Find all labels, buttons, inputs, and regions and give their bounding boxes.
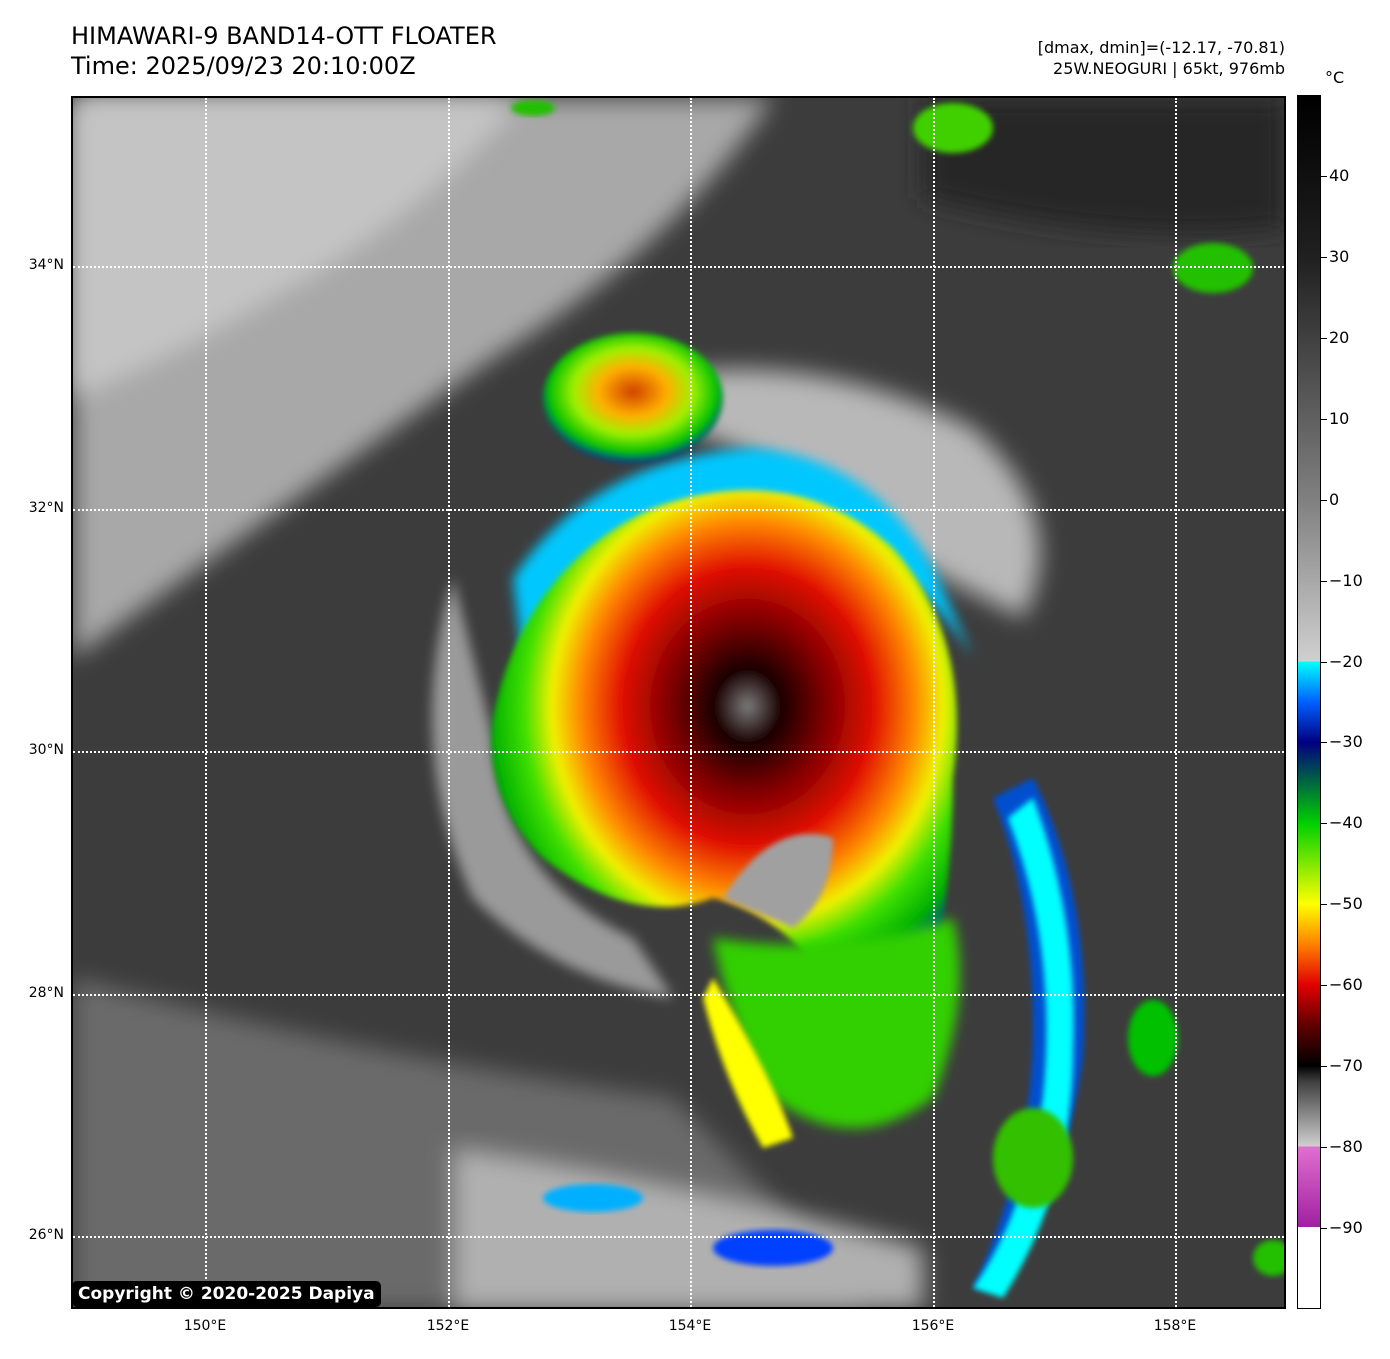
colorbar-tick (1321, 256, 1327, 258)
lon-label-152: 152°E (426, 1318, 470, 1334)
colorbar-tick (1321, 1066, 1327, 1068)
colorbar-tick (1321, 985, 1327, 987)
lon-label-156: 156°E (911, 1318, 955, 1334)
colorbar-tick-label: −50 (1329, 894, 1363, 914)
colorbar-tick (1321, 904, 1327, 906)
colorbar-tick (1321, 337, 1327, 339)
colorbar-tick (1321, 1228, 1327, 1230)
lon-gridline-154 (690, 98, 692, 1307)
colorbar-tick-label: 20 (1329, 327, 1350, 347)
colorbar-tick-label: −30 (1329, 732, 1363, 752)
lat-gridline-26 (73, 1236, 1284, 1238)
colorbar-tick-label: −10 (1329, 570, 1363, 590)
lat-gridline-28 (73, 994, 1284, 996)
copyright-label: Copyright © 2020-2025 Dapiya (72, 1281, 381, 1307)
colorbar-tick (1321, 418, 1327, 420)
lon-label-150: 150°E (183, 1318, 227, 1334)
infrared-imagery (73, 98, 1284, 1307)
colorbar-tick (1321, 661, 1327, 663)
colorbar-tick-label: 0 (1329, 489, 1340, 509)
lat-label-28: 28°N (28, 985, 64, 1001)
colorbar-tick (1321, 823, 1327, 825)
lat-label-34: 34°N (28, 257, 64, 273)
colorbar-tick-label: −90 (1329, 1218, 1363, 1238)
colorbar-tick-label: −70 (1329, 1056, 1363, 1076)
lon-gridline-152 (448, 98, 450, 1307)
colorbar-tick-label: −20 (1329, 651, 1363, 671)
colorbar-tick (1321, 580, 1327, 582)
colorbar-tick-label: 40 (1329, 165, 1350, 185)
chart-time: Time: 2025/09/23 20:10:00Z (71, 52, 416, 80)
lat-gridline-30 (73, 751, 1284, 753)
lon-label-154: 154°E (668, 1318, 712, 1334)
colorbar-tick-label: 10 (1329, 408, 1350, 428)
chart-title: HIMAWARI-9 BAND14-OTT FLOATER (71, 22, 497, 50)
colorbar-tick-label: −60 (1329, 975, 1363, 995)
colorbar-tick-label: −80 (1329, 1137, 1363, 1157)
colorbar-tick (1321, 1147, 1327, 1149)
lat-gridline-32 (73, 509, 1284, 511)
colorbar-tick-label: −40 (1329, 813, 1363, 833)
lon-gridline-156 (933, 98, 935, 1307)
colorbar-unit: °C (1325, 68, 1345, 87)
lat-gridline-34 (73, 266, 1284, 268)
lat-label-32: 32°N (28, 500, 64, 516)
lon-label-158: 158°E (1153, 1318, 1197, 1334)
dmax-dmin-label: [dmax, dmin]=(-12.17, -70.81) (1037, 38, 1285, 57)
lon-gridline-150 (205, 98, 207, 1307)
colorbar (1297, 95, 1321, 1309)
lon-gridline-158 (1175, 98, 1177, 1307)
colorbar-tick-label: 30 (1329, 246, 1350, 266)
lat-label-26: 26°N (28, 1227, 64, 1243)
colorbar-tick (1321, 742, 1327, 744)
storm-info-label: 25W.NEOGURI | 65kt, 976mb (1053, 59, 1285, 78)
colorbar-tick (1321, 175, 1327, 177)
lat-label-30: 30°N (28, 742, 64, 758)
colorbar-tick (1321, 499, 1327, 501)
satellite-map (71, 96, 1286, 1309)
